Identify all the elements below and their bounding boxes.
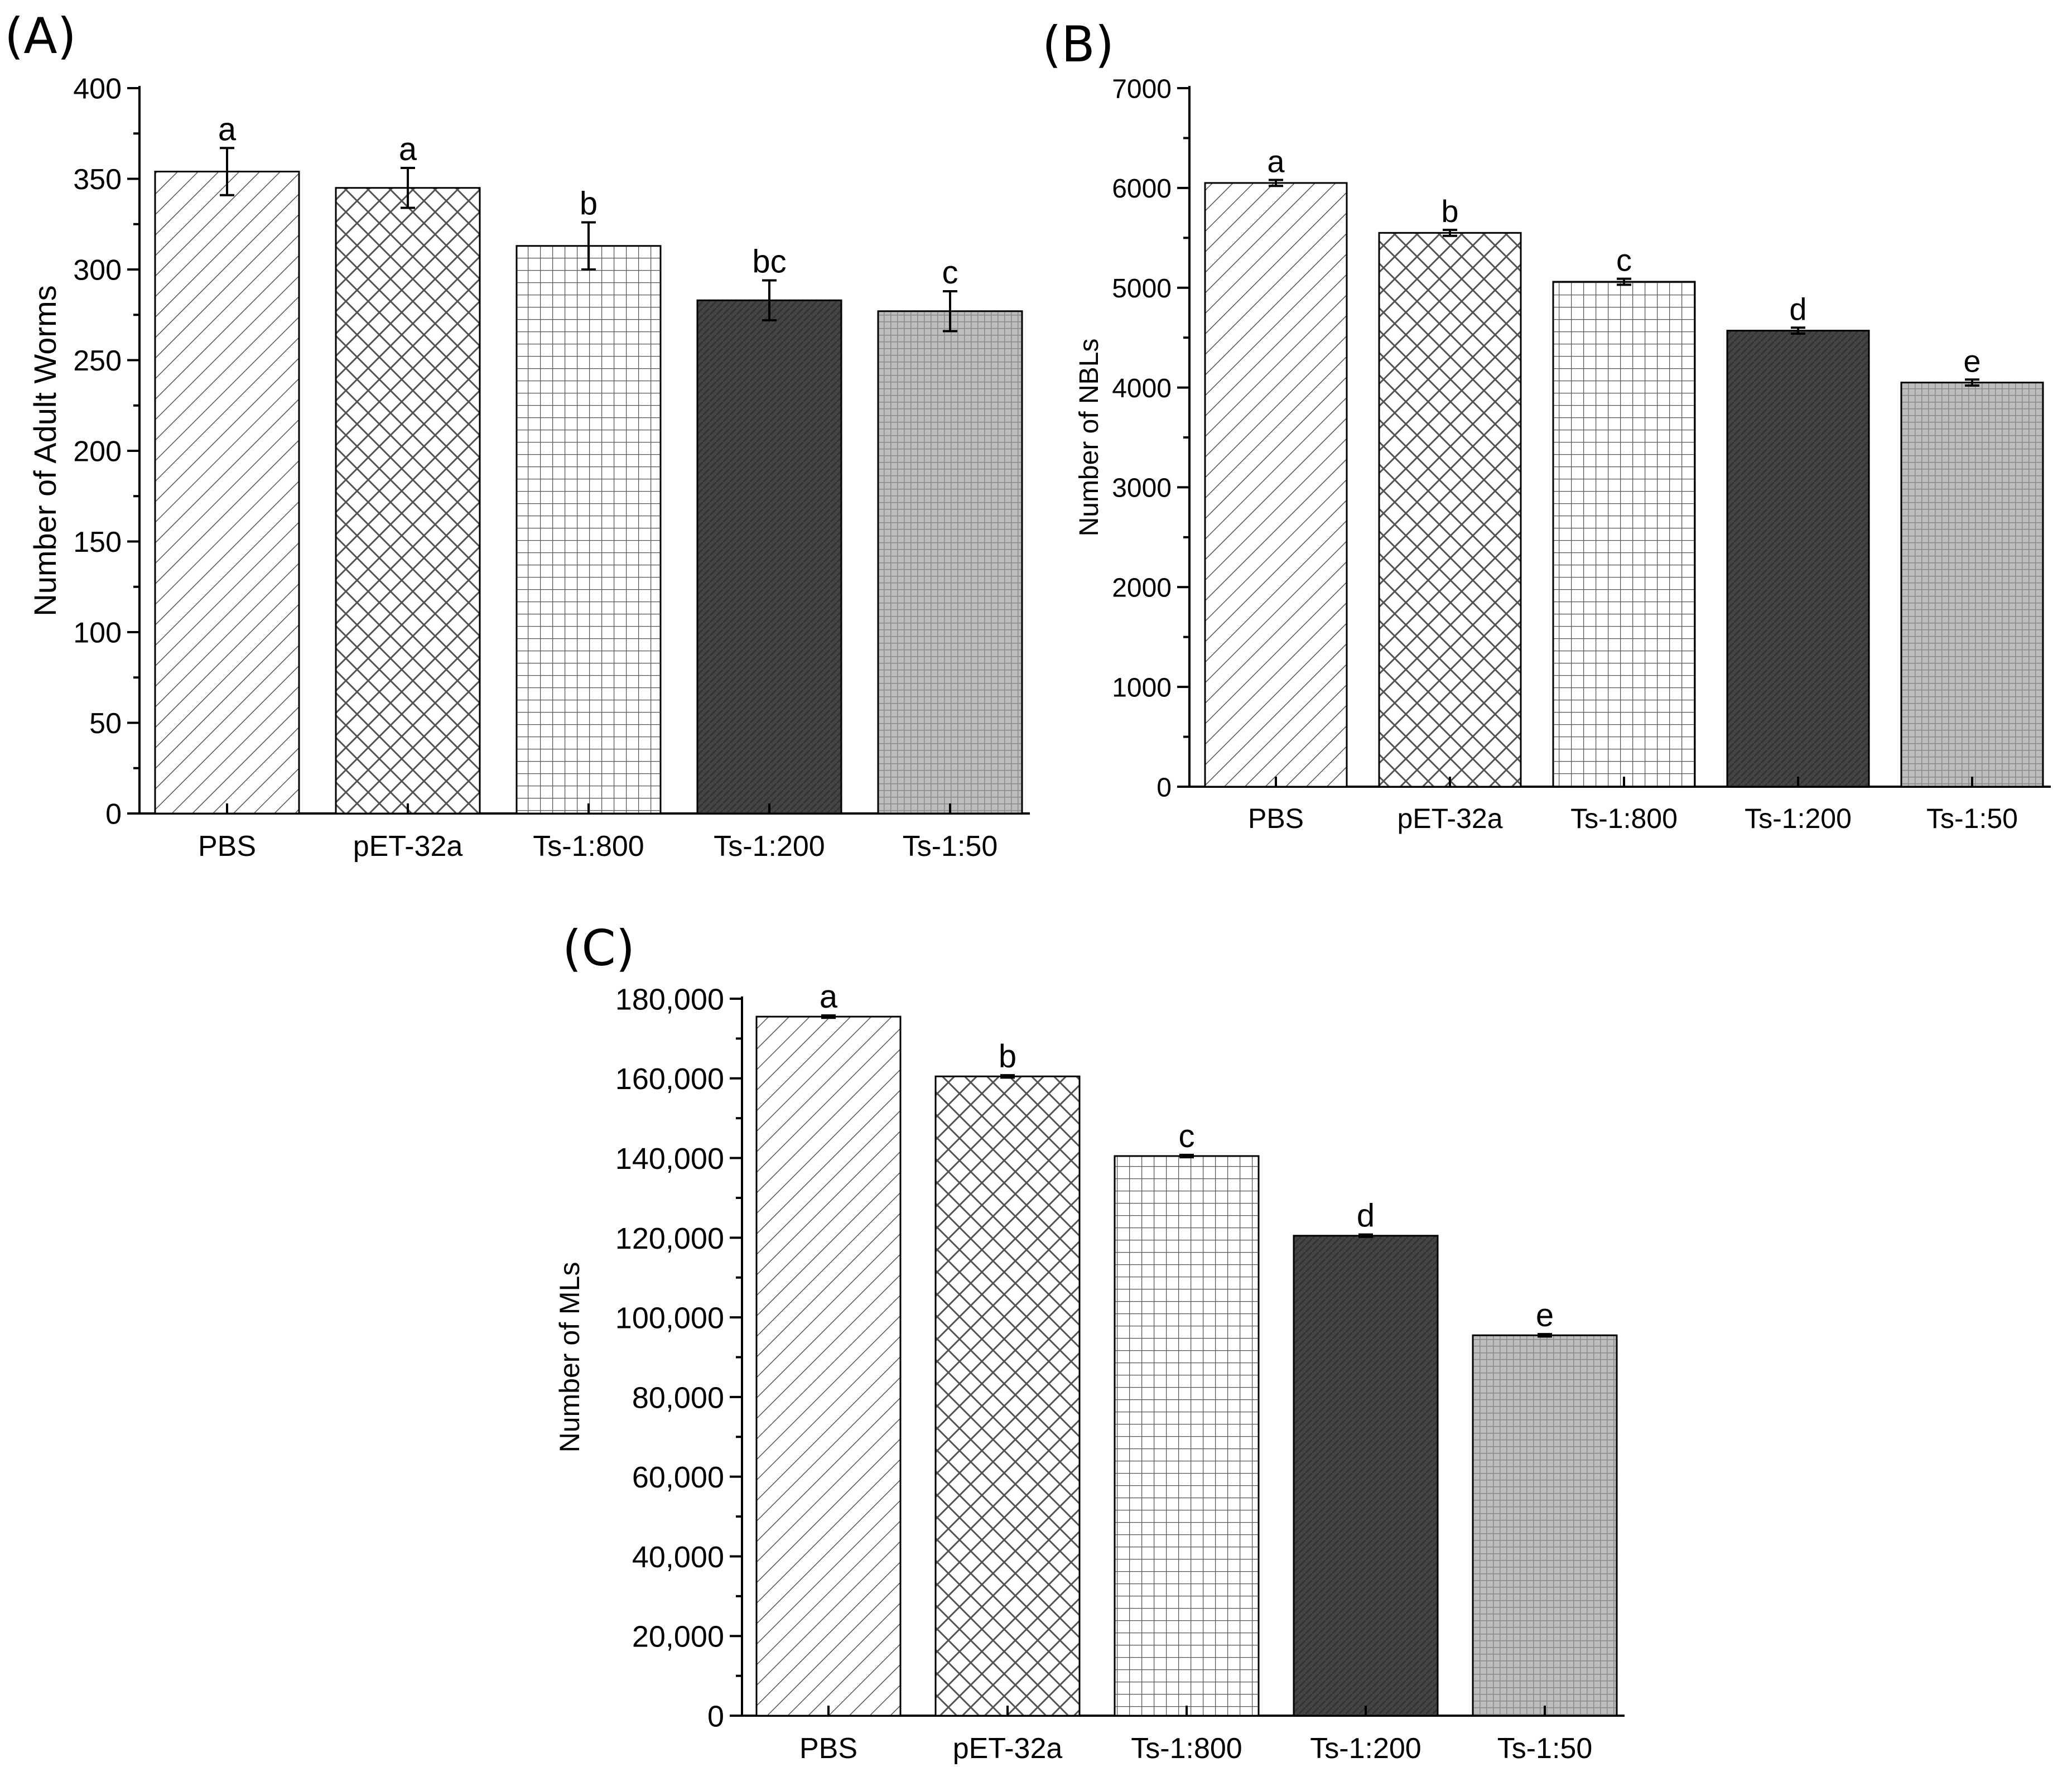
x-tick-label: pET-32a — [953, 1732, 1063, 1765]
error-bar — [581, 221, 596, 271]
y-tick-label: 140,000 — [615, 1142, 724, 1176]
x-tick-label: Ts-1:50 — [1926, 803, 2018, 834]
significance-letter: d — [1357, 1198, 1375, 1234]
error-bar — [220, 147, 234, 196]
y-tick-label: 120,000 — [615, 1222, 724, 1255]
bar-adult-worms-3 — [515, 245, 662, 815]
chart-adult-worms: 0 50 100 150 200 250 300 350 400 Number of Adult … — [27, 73, 1030, 863]
y-axis-title: Number of NBLs — [1074, 339, 1104, 537]
panel-label-a: (A) — [4, 7, 76, 65]
x-tick-label: Ts-1:50 — [1497, 1732, 1593, 1765]
y-tick-label: 4000 — [1112, 374, 1172, 403]
y-tick-label: 40,000 — [632, 1540, 724, 1574]
error-bar — [762, 279, 777, 321]
error-bar — [1269, 179, 1283, 187]
significance-letter: d — [1789, 291, 1806, 326]
significance-letter: e — [1536, 1297, 1554, 1333]
x-tick-label: Ts-1:800 — [1131, 1732, 1242, 1765]
x-tick-label: PBS — [1248, 803, 1304, 834]
significance-letter: a — [218, 111, 237, 147]
error-bar — [1000, 1074, 1015, 1079]
bar-nbls-1 — [1204, 182, 1348, 788]
y-tick-label: 1000 — [1112, 673, 1172, 702]
y-tick-label: 350 — [73, 163, 122, 196]
bar-adult-worms-4 — [696, 299, 842, 815]
x-tick-label: Ts-1:50 — [903, 830, 998, 863]
significance-letter: bc — [752, 244, 786, 280]
bar-nbls-2 — [1378, 232, 1522, 788]
bar-mls-3 — [1114, 1155, 1260, 1717]
significance-letter: a — [820, 979, 838, 1015]
bar-mls-5 — [1472, 1334, 1618, 1717]
y-tick-label: 250 — [73, 345, 122, 377]
error-bar — [1965, 378, 1979, 387]
bar-nbls-5 — [1900, 382, 2044, 788]
x-tick-label: Ts-1:800 — [533, 830, 644, 863]
panel-label-b: (B) — [1042, 16, 1114, 73]
bar-nbls-3 — [1552, 281, 1696, 788]
y-tick-label: 100 — [73, 617, 122, 649]
chart-mls: 0 20,000 40,000 60,000 80,000 100,000 120,000 1… — [554, 979, 1625, 1765]
y-tick-label: 150 — [73, 526, 122, 558]
y-tick-label: 2000 — [1112, 574, 1172, 603]
bar-adult-worms-2 — [335, 187, 481, 815]
error-bar — [401, 167, 415, 209]
y-tick-label: 200 — [73, 436, 122, 468]
y-tick-label: 3000 — [1112, 474, 1172, 503]
error-bar — [1179, 1153, 1194, 1159]
x-tick-label: PBS — [198, 830, 256, 863]
y-tick-label: 400 — [73, 73, 122, 105]
y-tick-label: 180,000 — [615, 983, 724, 1016]
bar-mls-2 — [934, 1075, 1081, 1717]
x-tick-label: Ts-1:200 — [1310, 1732, 1421, 1765]
y-tick-label: 80,000 — [632, 1381, 724, 1414]
y-axis-title: Number of Adult Worms — [27, 285, 62, 616]
error-bar — [1443, 228, 1457, 237]
y-tick-label: 160,000 — [615, 1062, 724, 1096]
error-bar — [1617, 277, 1631, 286]
error-bar — [821, 1014, 836, 1019]
y-tick-label: 100,000 — [615, 1302, 724, 1335]
y-tick-label: 300 — [73, 254, 122, 287]
y-tick-label: 0 — [707, 1699, 724, 1733]
x-tick-label: Ts-1:200 — [1745, 803, 1852, 834]
y-axis-title: Number of MLs — [554, 1262, 585, 1453]
y-tick-label: 5000 — [1112, 274, 1172, 304]
chart-nbls: 0 1000 2000 3000 4000 5000 6000 7000 Number of N… — [1074, 74, 2051, 834]
bar-mls-1 — [755, 1015, 902, 1717]
significance-letter: b — [999, 1038, 1016, 1075]
x-tick-label: pET-32a — [1397, 803, 1502, 834]
error-bar — [1538, 1333, 1552, 1338]
significance-letter: e — [1963, 343, 1981, 378]
panel-label-c: (C) — [562, 919, 635, 977]
x-tick-label: Ts-1:800 — [1570, 803, 1678, 834]
error-bar — [1791, 326, 1805, 335]
y-tick-label: 7000 — [1112, 74, 1172, 104]
y-tick-label: 60,000 — [632, 1461, 724, 1494]
significance-letter: b — [1441, 194, 1458, 229]
bar-nbls-4 — [1726, 330, 1870, 788]
bar-adult-worms-5 — [877, 310, 1023, 815]
significance-letter: b — [580, 186, 597, 222]
bar-adult-worms-1 — [154, 171, 300, 815]
x-tick-label: PBS — [799, 1732, 857, 1765]
y-tick-label: 50 — [89, 707, 122, 740]
x-tick-label: pET-32a — [353, 830, 463, 863]
y-tick-label: 0 — [105, 798, 122, 831]
significance-letter: c — [942, 254, 958, 291]
significance-letter: a — [1267, 144, 1285, 179]
y-tick-label: 20,000 — [632, 1620, 724, 1654]
significance-letter: c — [1616, 243, 1632, 278]
significance-letter: a — [399, 131, 417, 167]
y-tick-label: 0 — [1157, 773, 1172, 802]
error-bar — [943, 290, 957, 333]
significance-letter: c — [1179, 1118, 1195, 1154]
bar-mls-4 — [1293, 1235, 1439, 1717]
y-tick-label: 6000 — [1112, 174, 1172, 204]
error-bar — [1358, 1233, 1373, 1238]
x-tick-label: Ts-1:200 — [714, 830, 825, 863]
